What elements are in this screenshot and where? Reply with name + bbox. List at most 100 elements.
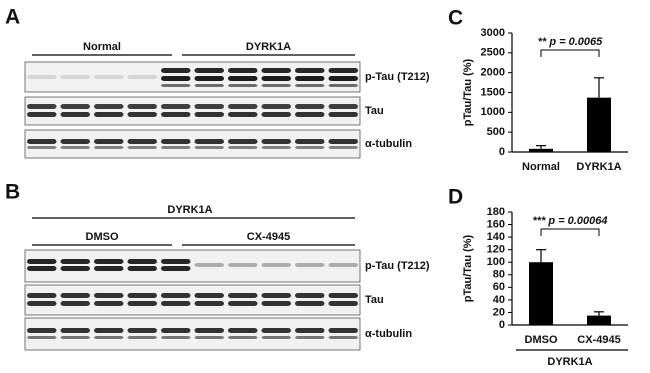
band	[328, 104, 358, 109]
band	[261, 68, 291, 73]
band	[127, 75, 157, 79]
band	[328, 84, 358, 87]
band	[194, 263, 224, 267]
y-axis-label: pTau/Tau (%)	[462, 58, 474, 126]
band	[27, 146, 57, 149]
band	[161, 112, 191, 117]
band	[127, 266, 157, 271]
band	[94, 104, 124, 109]
band	[161, 301, 191, 306]
band	[127, 112, 157, 117]
band	[27, 336, 57, 339]
blot-label: Tau	[365, 294, 384, 306]
y-tick-label: 40	[493, 294, 505, 306]
band	[194, 146, 224, 149]
panel-label: A	[5, 6, 20, 29]
band	[228, 263, 258, 267]
band	[27, 293, 57, 298]
band	[328, 301, 358, 306]
band	[261, 104, 291, 109]
band	[60, 293, 90, 298]
y-tick-label: 160	[487, 218, 505, 230]
y-tick-label: 60	[493, 281, 505, 293]
band	[295, 293, 325, 298]
y-tick-label: 0	[499, 146, 505, 158]
group-label: CX-4945	[247, 231, 290, 243]
band	[27, 112, 57, 117]
bar	[587, 315, 611, 325]
blot-label: α-tubulin	[365, 328, 412, 340]
band	[194, 139, 224, 144]
blot-label: p-Tau (T212)	[365, 260, 430, 272]
panel-label: D	[448, 186, 463, 209]
band	[261, 328, 291, 333]
band	[161, 259, 191, 264]
blot	[24, 317, 361, 351]
band	[94, 146, 124, 149]
band	[295, 139, 325, 144]
y-tick-label: 3000	[481, 27, 505, 39]
band	[27, 104, 57, 109]
band	[127, 336, 157, 339]
group-header: DYRK1A	[167, 204, 212, 216]
band	[60, 266, 90, 271]
band	[228, 112, 258, 117]
band	[261, 301, 291, 306]
x-tick-label: DYRK1A	[576, 161, 621, 173]
y-tick-label: 180	[487, 206, 505, 218]
band	[161, 68, 191, 73]
band	[328, 112, 358, 117]
band	[60, 259, 90, 264]
band	[194, 84, 224, 87]
band	[161, 336, 191, 339]
group-label: DMSO	[86, 231, 119, 243]
band	[328, 139, 358, 144]
significance-bracket	[540, 49, 600, 57]
band	[161, 293, 191, 298]
band	[261, 293, 291, 298]
band	[228, 76, 258, 81]
band	[60, 328, 90, 333]
panel-label: C	[448, 7, 463, 30]
band	[161, 76, 191, 81]
band	[228, 293, 258, 298]
blot	[24, 96, 361, 126]
y-tick-label: 500	[487, 126, 505, 138]
band	[27, 301, 57, 306]
band	[94, 301, 124, 306]
band	[94, 293, 124, 298]
band	[94, 336, 124, 339]
bar	[529, 148, 553, 152]
band	[161, 266, 191, 271]
band	[60, 112, 90, 117]
band	[27, 75, 57, 79]
y-tick-label: 2000	[481, 67, 505, 79]
band	[295, 112, 325, 117]
y-tick-label: 120	[487, 244, 505, 256]
band	[127, 259, 157, 264]
y-tick-label: 1000	[481, 106, 505, 118]
band	[60, 139, 90, 144]
band	[194, 301, 224, 306]
band	[194, 76, 224, 81]
band	[127, 139, 157, 144]
y-tick-label: 2500	[481, 47, 505, 59]
band	[60, 336, 90, 339]
band	[94, 75, 124, 79]
band	[295, 328, 325, 333]
band	[328, 336, 358, 339]
y-tick-label: 100	[487, 256, 505, 268]
band	[295, 301, 325, 306]
band	[228, 146, 258, 149]
band	[161, 146, 191, 149]
panel-label: B	[5, 181, 20, 204]
group-label: DYRK1A	[547, 356, 592, 368]
band	[161, 84, 191, 87]
band	[127, 301, 157, 306]
band	[94, 259, 124, 264]
band	[194, 336, 224, 339]
band	[94, 112, 124, 117]
band	[228, 139, 258, 144]
band	[228, 68, 258, 73]
